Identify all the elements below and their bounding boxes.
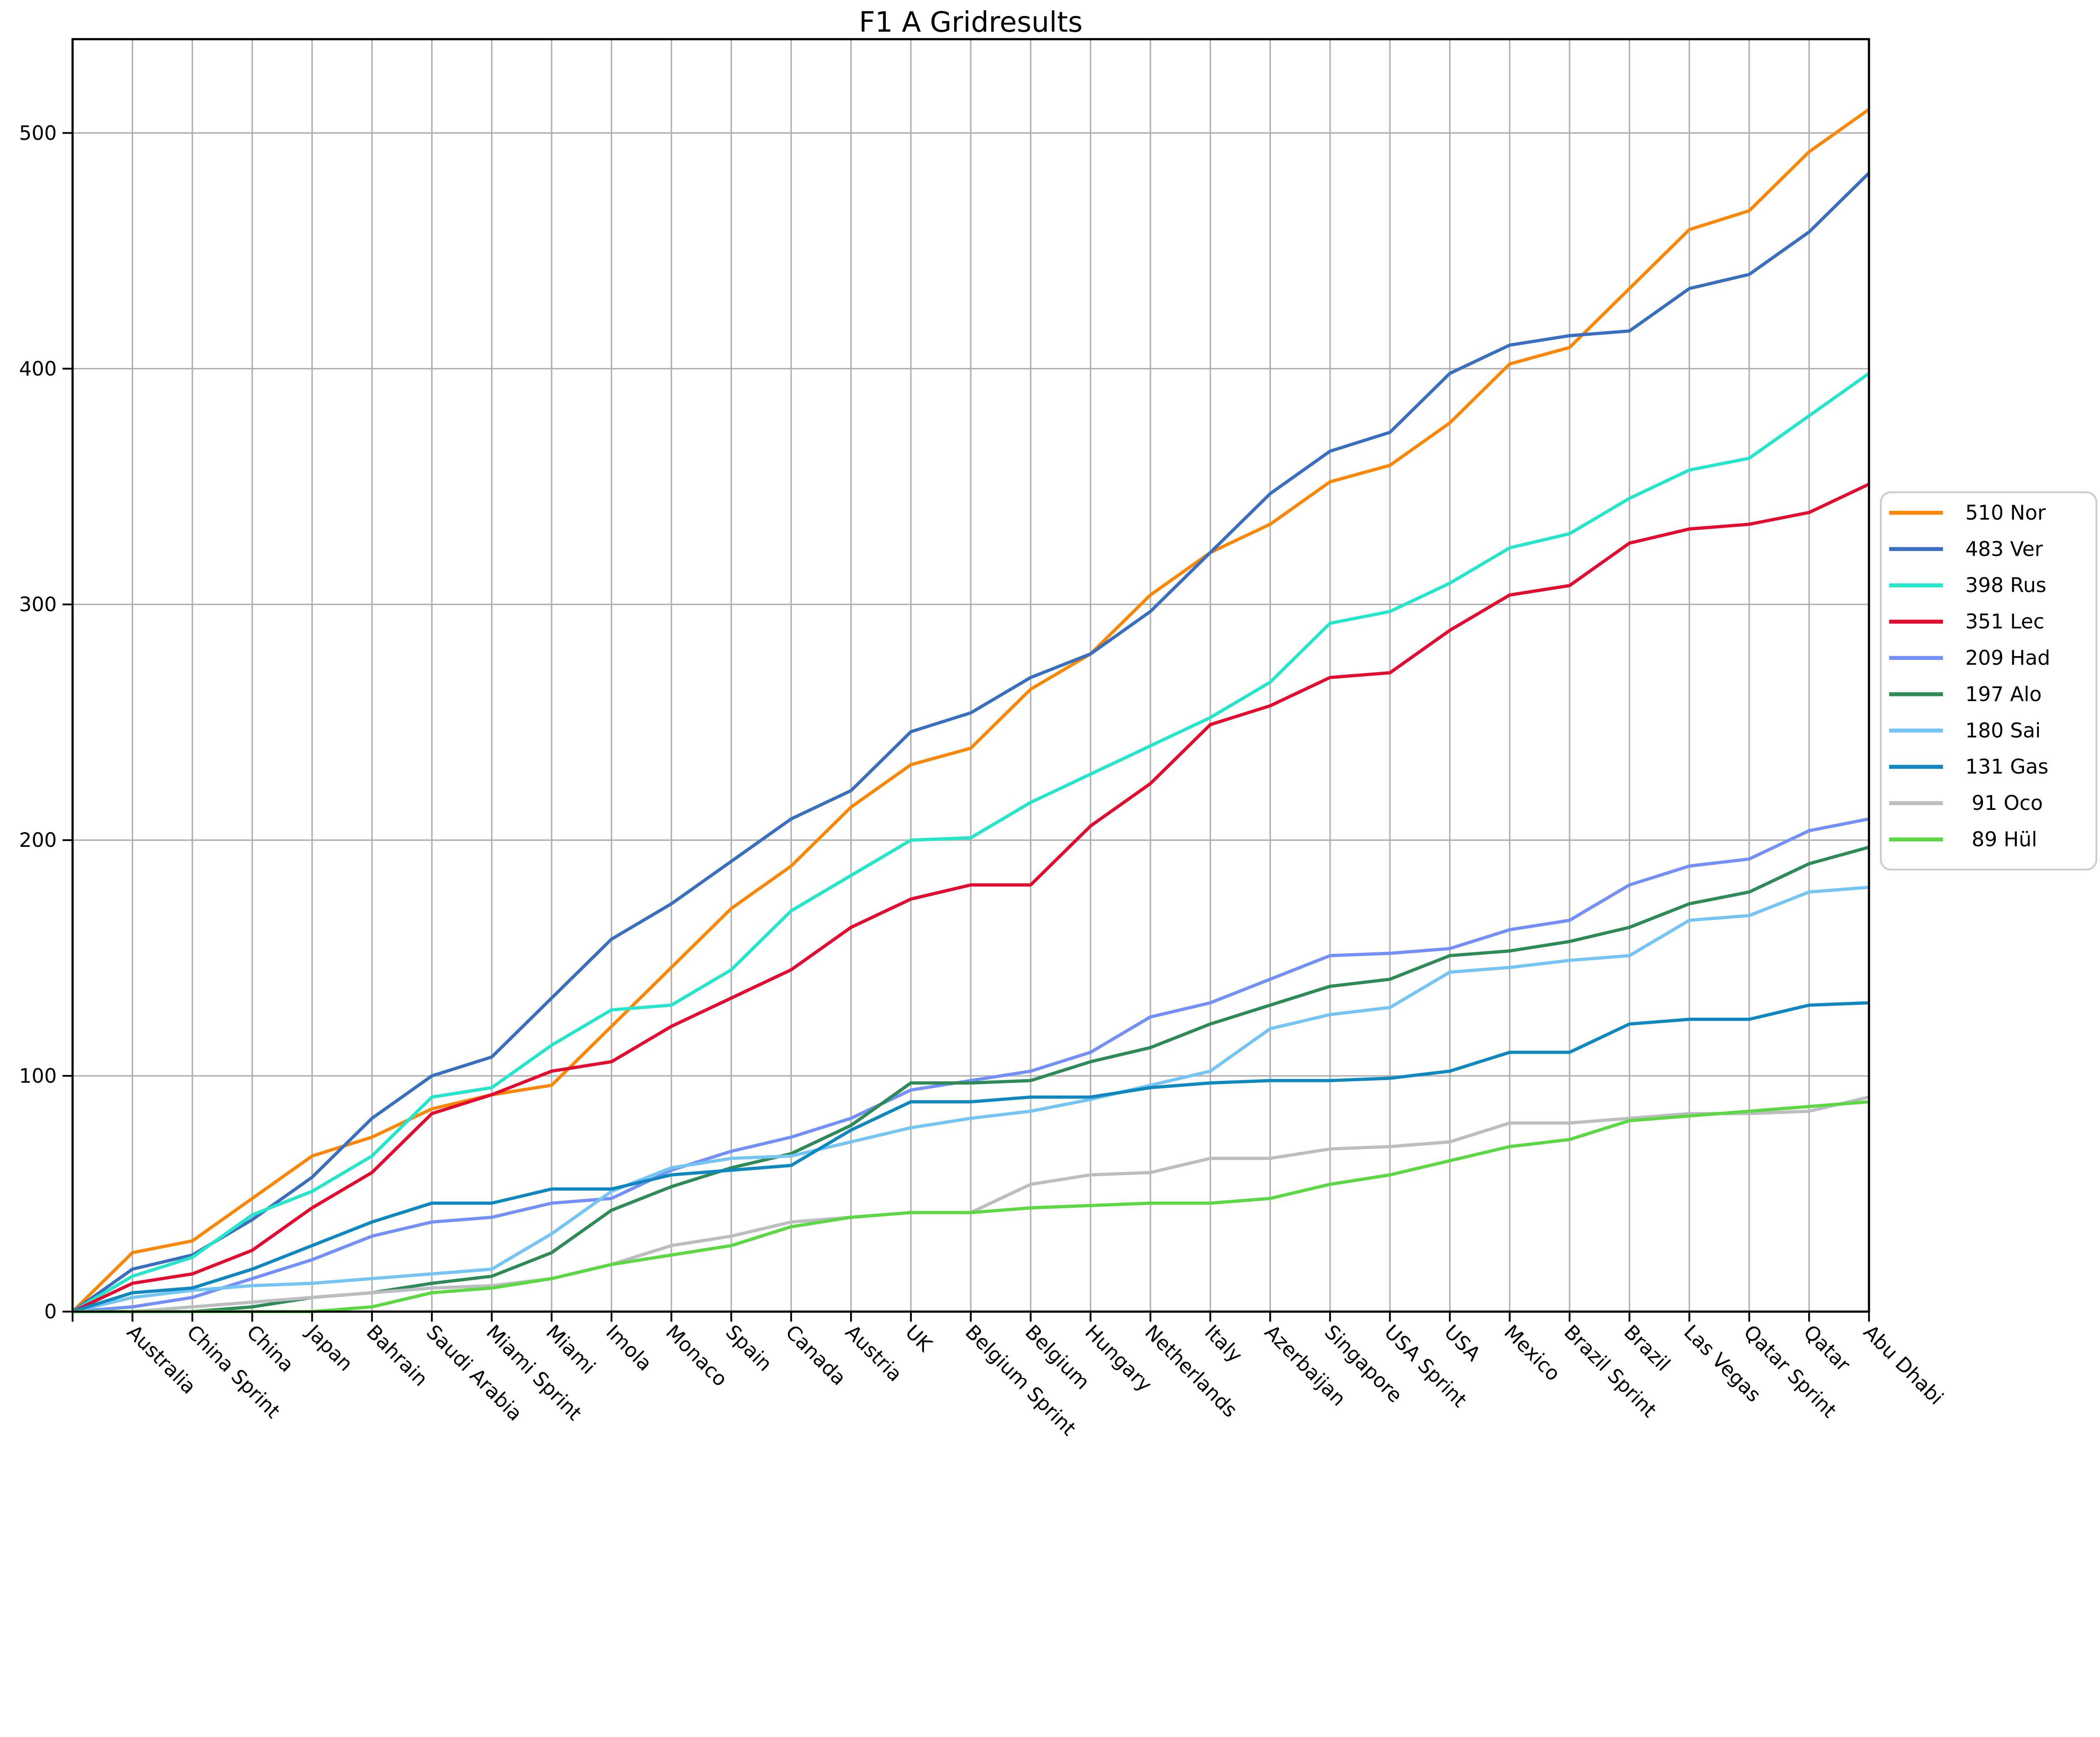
x-tick-label: UK bbox=[901, 1321, 937, 1357]
legend-label: 91 Oco bbox=[1965, 792, 2043, 815]
x-tick-label: Spain bbox=[721, 1321, 777, 1376]
y-tick-label: 300 bbox=[19, 593, 57, 616]
x-tick-label: Canada bbox=[781, 1321, 850, 1390]
legend-item-oco: 91 Oco bbox=[1889, 792, 2043, 815]
x-tick-label: Bahrain bbox=[362, 1321, 432, 1391]
legend-item-ver: 483 Ver bbox=[1889, 538, 2043, 561]
series-line-lec bbox=[72, 483, 1870, 1313]
legend-label: 483 Ver bbox=[1965, 538, 2043, 561]
x-tick-label-group: Canada bbox=[781, 1321, 850, 1390]
x-tick-label: Belgium Sprint bbox=[961, 1321, 1080, 1440]
legend-item-gas: 131 Gas bbox=[1889, 756, 2048, 779]
series-lines bbox=[71, 108, 1870, 1314]
series-line-nor bbox=[71, 108, 1870, 1313]
series-line-hül bbox=[72, 1100, 1869, 1314]
x-tick-label: Austria bbox=[841, 1321, 906, 1386]
x-tick-label-group: Abu Dhabi bbox=[1859, 1321, 1948, 1410]
x-tick-label-group: Japan bbox=[301, 1319, 357, 1376]
axes bbox=[62, 38, 1870, 1322]
legend-item-had: 209 Had bbox=[1889, 647, 2050, 670]
x-tick-label: Miami bbox=[541, 1321, 600, 1379]
legend-label: 197 Alo bbox=[1965, 683, 2042, 706]
x-tick-label-group: Monaco bbox=[661, 1321, 732, 1391]
x-tick-label-group: Austria bbox=[841, 1321, 906, 1386]
x-tick-label-group: Bahrain bbox=[362, 1321, 432, 1391]
x-tick-label-group: Belgium Sprint bbox=[961, 1321, 1080, 1440]
y-tick-label: 400 bbox=[19, 357, 57, 381]
legend-label: 180 Sai bbox=[1965, 719, 2041, 742]
legend-label: 398 Rus bbox=[1965, 574, 2046, 597]
x-tick-label: Abu Dhabi bbox=[1859, 1321, 1948, 1410]
x-tick-label: Imola bbox=[601, 1321, 656, 1376]
x-tick-label: USA bbox=[1440, 1321, 1485, 1366]
legend: 510 Nor 483 Ver 398 Rus 351 Lec 209 Had 197 A… bbox=[1880, 491, 2097, 871]
y-tick-label: 200 bbox=[19, 829, 57, 852]
figure: 0 100 200 300 400 500 Australia China Sprint Chi… bbox=[19, 5, 2097, 1440]
legend-item-lec: 351 Lec bbox=[1889, 610, 2044, 633]
legend-label: 510 Nor bbox=[1965, 502, 2046, 525]
y-tick-label: 0 bbox=[44, 1301, 57, 1324]
legend-item-alo: 197 Alo bbox=[1889, 683, 2042, 706]
y-tick-label: 100 bbox=[19, 1064, 57, 1088]
x-tick-label: Mexico bbox=[1499, 1321, 1564, 1386]
x-tick-label: Japan bbox=[301, 1319, 357, 1376]
legend-label: 209 Had bbox=[1965, 647, 2050, 670]
series-line-ver bbox=[71, 172, 1870, 1313]
x-tick-label-group: Italy bbox=[1200, 1321, 1247, 1367]
legend-item-rus: 398 Rus bbox=[1889, 574, 2046, 597]
x-tick-label-group: Miami bbox=[541, 1321, 600, 1379]
x-tick-label-group: China bbox=[242, 1321, 298, 1377]
legend-label: 351 Lec bbox=[1965, 610, 2044, 633]
x-tick-label: Italy bbox=[1200, 1321, 1247, 1367]
chart-title: F1 A Gridresults bbox=[859, 5, 1082, 38]
legend-label: 131 Gas bbox=[1965, 756, 2048, 779]
x-tick-label-group: Spain bbox=[721, 1321, 777, 1376]
x-tick-label-group: Qatar bbox=[1799, 1321, 1855, 1377]
series-line-had bbox=[72, 817, 1869, 1314]
x-tick-label-group: Brazil bbox=[1619, 1321, 1675, 1376]
legend-item-sai: 180 Sai bbox=[1889, 719, 2041, 742]
x-tick-label-group: Mexico bbox=[1499, 1321, 1564, 1386]
x-tick-label: Qatar bbox=[1799, 1321, 1855, 1377]
x-tick-label-group: Imola bbox=[601, 1321, 656, 1376]
grid-lines bbox=[72, 39, 1870, 1312]
legend-label: 89 Hül bbox=[1965, 828, 2037, 851]
x-tick-label: Brazil bbox=[1619, 1321, 1675, 1376]
series-line-gas bbox=[72, 1001, 1869, 1313]
x-tick-label: Monaco bbox=[661, 1321, 732, 1391]
series-line-rus bbox=[71, 372, 1870, 1313]
y-tick-label: 500 bbox=[19, 122, 57, 145]
x-tick-label: China bbox=[242, 1321, 298, 1377]
series-line-sai bbox=[72, 886, 1869, 1314]
x-tick-label-group: USA bbox=[1440, 1321, 1485, 1366]
legend-item-nor: 510 Nor bbox=[1889, 502, 2046, 525]
legend-item-hül: 89 Hül bbox=[1889, 828, 2037, 851]
x-tick-label-group: UK bbox=[901, 1321, 937, 1357]
